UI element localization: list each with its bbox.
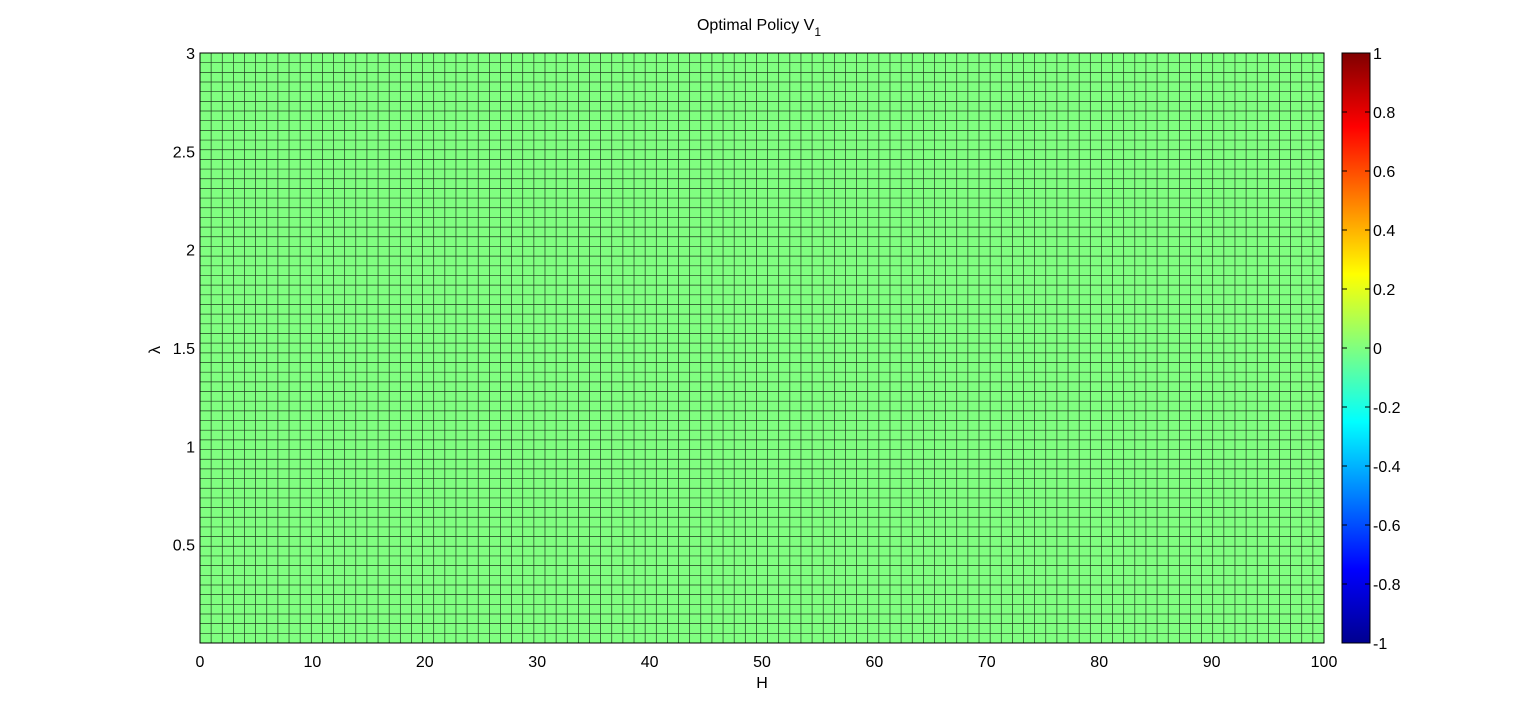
colorbar-tick-label: 0.4: [1373, 223, 1395, 240]
colorbar-tick-label: -0.4: [1373, 459, 1401, 476]
chart-title: Optimal Policy V1: [697, 17, 821, 39]
x-tick-label: 90: [1203, 654, 1221, 671]
x-tick-label: 50: [753, 654, 771, 671]
y-tick-label: 1.5: [173, 341, 195, 358]
cell-edge-lines: [200, 53, 1324, 643]
x-axis-ticks: 0 10 20 30 40 50 60 70 80 90 100: [196, 654, 1338, 671]
x-tick-label: 60: [866, 654, 884, 671]
x-tick-label: 80: [1090, 654, 1108, 671]
colorbar-tick-label: -0.2: [1373, 400, 1401, 417]
colorbar-tick-label: 0.8: [1373, 105, 1395, 122]
colorbar-tick-label: 0.2: [1373, 282, 1395, 299]
x-tick-label: 10: [304, 654, 322, 671]
y-axis-ticks: 0.5 1 1.5 2 2.5 3: [173, 46, 195, 555]
colorbar-tick-label: 1: [1373, 46, 1382, 63]
x-tick-label: 0: [196, 654, 205, 671]
x-tick-label: 20: [416, 654, 434, 671]
colorbar-tick-label: 0.6: [1373, 164, 1395, 181]
heatmap-cells: [200, 53, 1324, 643]
y-tick-label: 0.5: [173, 538, 195, 555]
x-axis-label: H: [756, 675, 768, 692]
colorbar: 1 0.8 0.6 0.4 0.2 0 -0.2 -0.4 -0.6 -0.8 -1: [1341, 46, 1401, 653]
plot-area: [199, 52, 1325, 644]
y-axis-label: λ: [147, 346, 164, 354]
x-tick-label: 70: [978, 654, 996, 671]
y-tick-label: 2: [186, 243, 195, 260]
heatmap-cell-edges: [200, 53, 1324, 643]
y-tick-label: 3: [186, 46, 195, 63]
y-tick-label: 2.5: [173, 144, 195, 161]
x-tick-label: 30: [528, 654, 546, 671]
colorbar-ticks: 1 0.8 0.6 0.4 0.2 0 -0.2 -0.4 -0.6 -0.8 -1: [1342, 46, 1401, 653]
y-tick-label: 1: [186, 439, 195, 456]
colorbar-tick-label: -0.8: [1373, 577, 1401, 594]
x-tick-label: 40: [641, 654, 659, 671]
x-tick-label: 100: [1311, 654, 1338, 671]
colorbar-tick-label: -1: [1373, 636, 1387, 653]
colorbar-tick-label: -0.6: [1373, 518, 1401, 535]
colorbar-tick-label: 0: [1373, 341, 1382, 358]
plot-frame: [199, 52, 1325, 644]
